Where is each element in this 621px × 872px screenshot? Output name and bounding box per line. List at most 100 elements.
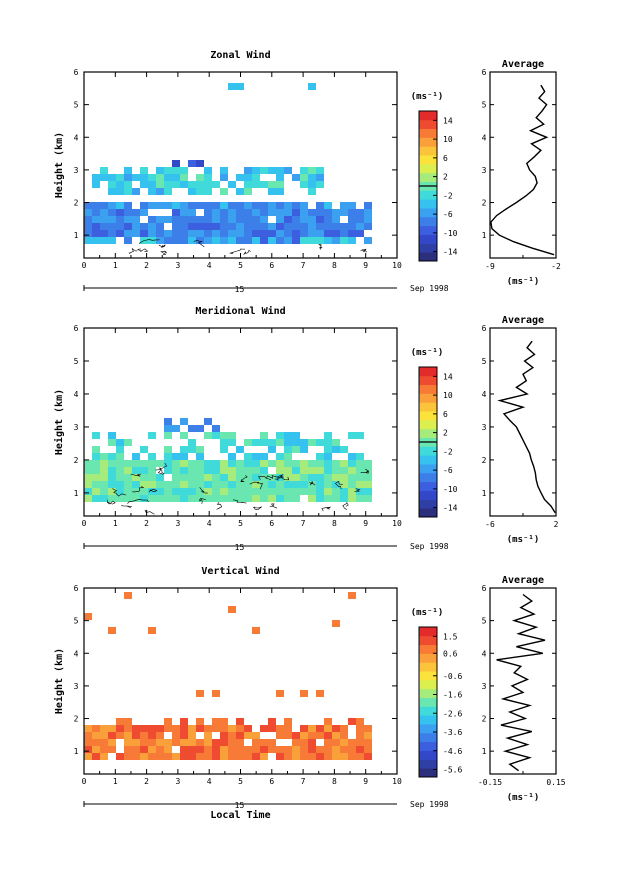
- average-x-label: (ms⁻¹): [507, 277, 540, 287]
- contour-line: [360, 248, 367, 253]
- heatmap-cell: [348, 230, 356, 237]
- heatmap-cell: [172, 467, 180, 474]
- colorbar-swatch: [419, 428, 437, 438]
- heatmap-cell: [220, 732, 228, 739]
- heatmap-cell: [180, 488, 188, 495]
- heatmap-cell: [156, 167, 164, 174]
- heatmap-cell: [100, 453, 108, 460]
- heatmap-cell: [284, 453, 292, 460]
- heatmap-cell: [164, 446, 172, 453]
- heatmap-cell: [340, 230, 348, 237]
- heatmap-cell: [212, 460, 220, 467]
- heatmap-cell: [108, 453, 116, 460]
- x-tick-label: 1: [113, 261, 118, 270]
- heatmap-cell: [284, 432, 292, 439]
- heatmap-cell: [276, 725, 284, 732]
- colorbar-swatch: [419, 119, 437, 130]
- heatmap-cell: [244, 188, 252, 195]
- heatmap-cell: [212, 739, 220, 746]
- heatmap-cell: [116, 467, 124, 474]
- contour-line: [148, 488, 158, 493]
- colorbar-swatch: [419, 697, 437, 707]
- day-label: 15: [235, 285, 245, 294]
- heatmap-cell: [108, 216, 116, 223]
- heatmap-cell: [196, 453, 204, 460]
- heatmap-cell: [252, 439, 260, 446]
- heatmap-cell: [324, 746, 332, 753]
- heatmap-cell: [316, 732, 324, 739]
- heatmap-cell: [220, 188, 228, 195]
- heatmap-cell: [284, 439, 292, 446]
- heatmap-cell: [308, 725, 316, 732]
- heatmap-cell: [188, 425, 196, 432]
- heatmap-cell: [348, 592, 356, 599]
- heatmap-cell: [292, 467, 300, 474]
- heatmap-cell: [252, 746, 260, 753]
- heatmap-cell: [204, 481, 212, 488]
- x-tick-label: 3: [175, 261, 180, 270]
- heatmap-cell: [324, 718, 332, 725]
- heatmap-cell: [268, 725, 276, 732]
- colorbar-swatch: [419, 216, 437, 227]
- date-label: Sep 1998: [410, 284, 449, 293]
- heatmap-cell: [196, 160, 204, 167]
- heatmap-cell: [148, 432, 156, 439]
- heatmap-cell: [212, 432, 220, 439]
- heatmap-cell: [276, 230, 284, 237]
- colorbar-tick-label: 2: [443, 173, 448, 182]
- heatmap-cell: [340, 237, 348, 244]
- heatmap-cell: [204, 725, 212, 732]
- heatmap-cell: [172, 488, 180, 495]
- heatmap-cell: [228, 725, 236, 732]
- heatmap-cell: [92, 432, 100, 439]
- heatmap-cell: [252, 474, 260, 481]
- heatmap-cell: [164, 725, 172, 732]
- heatmap-cell: [268, 460, 276, 467]
- heatmap-cell: [172, 495, 180, 502]
- x-tick-label: 4: [207, 261, 212, 270]
- heatmap-cell: [172, 223, 180, 230]
- colorbar-swatch: [419, 671, 437, 681]
- heatmap-cell: [100, 223, 108, 230]
- heatmap-cell: [92, 725, 100, 732]
- heatmap-cell: [148, 467, 156, 474]
- heatmap-cell: [100, 230, 108, 237]
- colorbar-swatch: [419, 402, 437, 412]
- heatmap-cell: [100, 174, 108, 181]
- heatmap-cell: [316, 753, 324, 760]
- colorbar-swatch: [419, 499, 437, 509]
- x-tick-label: 8: [332, 777, 337, 786]
- heatmap-cell: [340, 725, 348, 732]
- average-y-tick-label: 6: [482, 324, 487, 333]
- heatmap-cell: [332, 488, 340, 495]
- panel-title: Vertical Wind: [201, 565, 279, 577]
- heatmap-cell: [308, 216, 316, 223]
- heatmap-cell: [148, 181, 156, 188]
- heatmap-cell: [124, 460, 132, 467]
- average-y-tick-label: 2: [482, 199, 487, 208]
- heatmap-cell: [116, 446, 124, 453]
- colorbar-tick-label: -14: [443, 248, 458, 257]
- heatmap-cell: [340, 746, 348, 753]
- heatmap-cell: [132, 230, 140, 237]
- heatmap-cell: [276, 732, 284, 739]
- heatmap-cell: [116, 209, 124, 216]
- heatmap-cell: [332, 739, 340, 746]
- heatmap-cell: [348, 495, 356, 502]
- contour-line: [159, 462, 168, 474]
- heatmap-cell: [108, 460, 116, 467]
- heatmap-cell: [332, 725, 340, 732]
- heatmap-cell: [260, 753, 268, 760]
- heatmap-cell: [348, 202, 356, 209]
- heatmap-cell: [356, 474, 364, 481]
- heatmap-cell: [236, 718, 244, 725]
- heatmap-cell: [308, 460, 316, 467]
- heatmap-cell: [268, 181, 276, 188]
- heatmap-cell: [252, 753, 260, 760]
- heatmap-cell: [180, 223, 188, 230]
- contour-line: [334, 480, 343, 490]
- y-axis-label: Height (km): [53, 132, 65, 198]
- heatmap-cell: [188, 732, 196, 739]
- heatmap-cell: [268, 209, 276, 216]
- heatmap-cell: [100, 460, 108, 467]
